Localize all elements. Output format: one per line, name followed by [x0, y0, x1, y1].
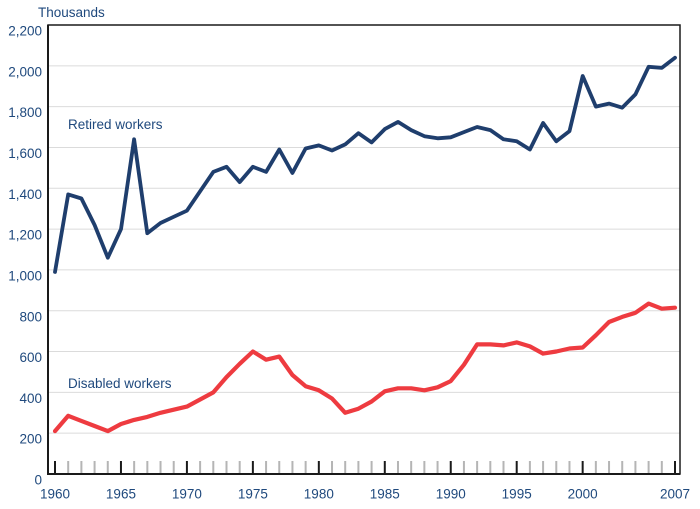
x-axis-tick-label: 1970 — [172, 487, 202, 502]
y-axis-tick-label: 200 — [19, 432, 42, 447]
y-axis-tick-label: 2,000 — [8, 64, 42, 79]
retired-workers-line — [53, 55, 677, 274]
y-axis-tick-label: 1,000 — [8, 268, 42, 283]
x-axis-tick-label: 1985 — [370, 487, 400, 502]
y-axis-tick-label: 0 — [34, 473, 42, 488]
x-axis-tick-label: 1975 — [238, 487, 268, 502]
y-axis-units-label: Thousands — [38, 5, 105, 20]
y-axis-tick-label: 1,400 — [8, 187, 42, 202]
x-axis-tick-label: 1965 — [106, 487, 136, 502]
y-axis-tick-label: 600 — [19, 350, 42, 365]
y-axis-tick-label: 1,600 — [8, 146, 42, 161]
x-axis-tick-label: 1980 — [304, 487, 334, 502]
x-axis-tick-label: 2007 — [660, 487, 690, 502]
y-axis-tick-label: 2,200 — [8, 24, 42, 39]
retired-workers-series-label: Retired workers — [68, 117, 163, 132]
x-axis-tick-label: 1990 — [436, 487, 466, 502]
x-axis-tick-label: 1960 — [40, 487, 70, 502]
x-axis-tick-label: 2000 — [568, 487, 598, 502]
disabled-workers-series-label: Disabled workers — [68, 376, 172, 391]
y-axis-tick-label: 400 — [19, 391, 42, 406]
disabled-workers-line — [52, 301, 678, 434]
y-axis-tick-label: 800 — [19, 309, 42, 324]
y-axis-tick-label: 1,200 — [8, 228, 42, 243]
y-axis-tick-label: 1,800 — [8, 105, 42, 120]
x-axis-tick-label: 1995 — [502, 487, 532, 502]
